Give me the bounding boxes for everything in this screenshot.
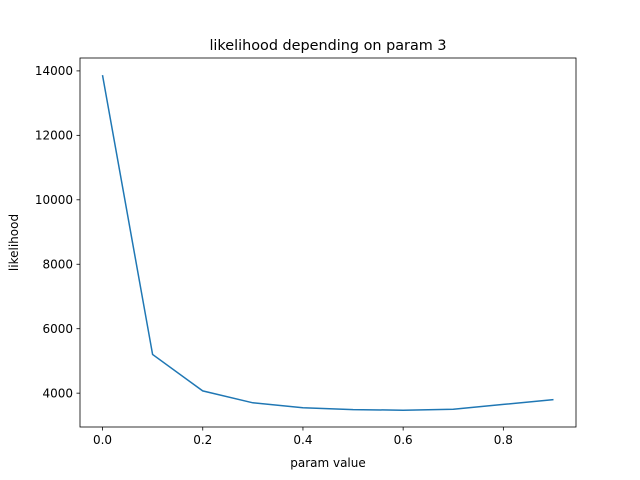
y-tick-label: 10000 bbox=[35, 193, 73, 207]
x-axis-ticks: 0.0 0.2 0.4 0.6 0.8 bbox=[93, 427, 513, 447]
x-tick-label: 0.2 bbox=[193, 433, 212, 447]
x-tick-label: 0.4 bbox=[293, 433, 312, 447]
plot-area bbox=[101, 74, 554, 411]
axes-frame bbox=[79, 57, 577, 428]
chart-title: likelihood depending on param 3 bbox=[209, 38, 446, 54]
x-axis-label: param value bbox=[290, 456, 366, 470]
y-axis-label: likelihood bbox=[7, 214, 21, 271]
y-tick-label: 12000 bbox=[35, 129, 73, 143]
y-tick-label: 6000 bbox=[42, 322, 73, 336]
y-tick-label: 14000 bbox=[35, 64, 73, 78]
x-tick-label: 0.0 bbox=[93, 433, 112, 447]
y-tick-label: 8000 bbox=[42, 258, 73, 272]
y-axis-ticks: 4000 6000 8000 10000 12000 14000 bbox=[35, 64, 80, 400]
series-line-0 bbox=[101, 74, 554, 411]
x-tick-label: 0.8 bbox=[494, 433, 513, 447]
y-tick-label: 4000 bbox=[42, 386, 73, 400]
x-tick-label: 0.6 bbox=[394, 433, 413, 447]
